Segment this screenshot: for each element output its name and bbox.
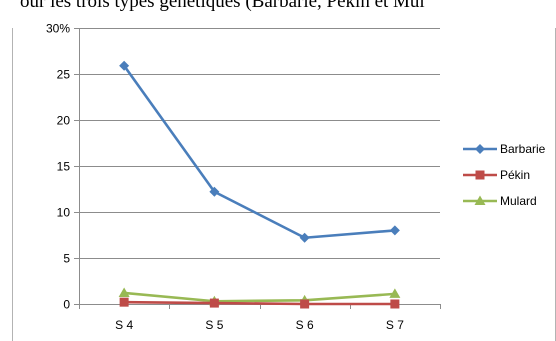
legend-swatch-marker — [475, 170, 485, 180]
y-axis-tick-labels: 0 5 10 15 20 25 30% — [46, 22, 70, 312]
series-line — [122, 291, 397, 303]
y-tick-label: 0 — [63, 298, 70, 312]
legend-swatch-marker — [474, 195, 486, 205]
y-tick-label: 20 — [57, 114, 71, 128]
legend-label: Barbarie — [500, 142, 546, 156]
legend-swatch-marker — [475, 144, 485, 154]
y-tick-label: 25 — [57, 68, 71, 82]
axes — [74, 28, 441, 309]
data-point — [119, 297, 129, 307]
series-line — [122, 300, 397, 306]
x-axis-tick-labels: S 4 S 5 S 6 S 7 — [115, 318, 404, 332]
data-point — [119, 60, 130, 71]
series-barbarie — [119, 60, 400, 243]
y-tick-label: 10 — [57, 206, 71, 220]
gridlines — [79, 28, 440, 259]
data-point — [299, 232, 310, 243]
legend: Barbarie Pékin Mulard — [463, 142, 546, 208]
data-point — [209, 186, 220, 197]
data-point — [389, 225, 400, 236]
x-tick-label: S 6 — [296, 318, 314, 332]
data-point — [389, 288, 401, 298]
legend-label: Mulard — [500, 194, 537, 208]
x-tick-label: S 5 — [205, 318, 223, 332]
x-tick-label: S 7 — [386, 318, 404, 332]
y-tick-label: 5 — [63, 252, 70, 266]
series-line — [122, 64, 397, 240]
legend-entry: Pékin — [463, 168, 530, 182]
data-point — [300, 299, 310, 309]
x-tick-label: S 4 — [115, 318, 133, 332]
y-tick-label: 30% — [46, 22, 70, 36]
legend-label: Pékin — [500, 168, 530, 182]
data-point — [118, 287, 130, 297]
data-point — [390, 299, 400, 309]
data-series — [118, 60, 401, 309]
series-p-kin — [119, 297, 400, 309]
legend-entry: Mulard — [463, 194, 537, 208]
legend-entry: Barbarie — [463, 142, 546, 156]
figure-caption: our les trois types génétiques (Barbarie… — [20, 0, 425, 12]
y-tick-label: 15 — [57, 160, 71, 174]
data-point — [209, 298, 219, 308]
